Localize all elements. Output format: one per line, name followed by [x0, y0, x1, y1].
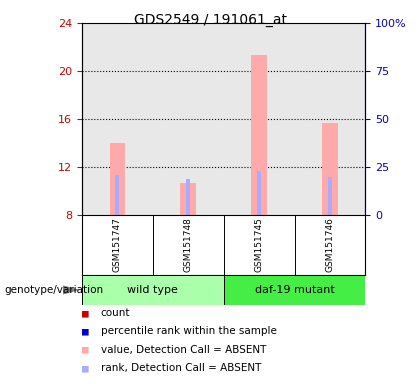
Text: percentile rank within the sample: percentile rank within the sample	[101, 326, 277, 336]
Bar	[110, 143, 125, 215]
Text: ■: ■	[82, 363, 89, 373]
Text: ■: ■	[82, 326, 89, 336]
Text: GSM151748: GSM151748	[184, 217, 193, 272]
Bar	[257, 170, 261, 215]
Bar	[115, 175, 119, 215]
Bar	[322, 122, 338, 215]
Bar	[328, 177, 332, 215]
Text: count: count	[101, 308, 130, 318]
Bar	[251, 55, 267, 215]
Text: wild type: wild type	[127, 285, 178, 295]
Text: GDS2549 / 191061_at: GDS2549 / 191061_at	[134, 13, 286, 27]
Bar	[181, 183, 196, 215]
Text: value, Detection Call = ABSENT: value, Detection Call = ABSENT	[101, 345, 266, 355]
Text: ■: ■	[82, 345, 89, 355]
Bar	[82, 275, 224, 305]
Text: genotype/variation: genotype/variation	[4, 285, 103, 295]
Bar	[186, 179, 190, 215]
Text: GSM151746: GSM151746	[326, 217, 334, 272]
Text: GSM151747: GSM151747	[113, 217, 122, 272]
Bar	[224, 275, 365, 305]
Text: ■: ■	[82, 308, 89, 318]
Text: GSM151745: GSM151745	[255, 217, 264, 272]
Polygon shape	[63, 285, 80, 295]
Text: daf-19 mutant: daf-19 mutant	[255, 285, 334, 295]
Text: rank, Detection Call = ABSENT: rank, Detection Call = ABSENT	[101, 363, 261, 373]
